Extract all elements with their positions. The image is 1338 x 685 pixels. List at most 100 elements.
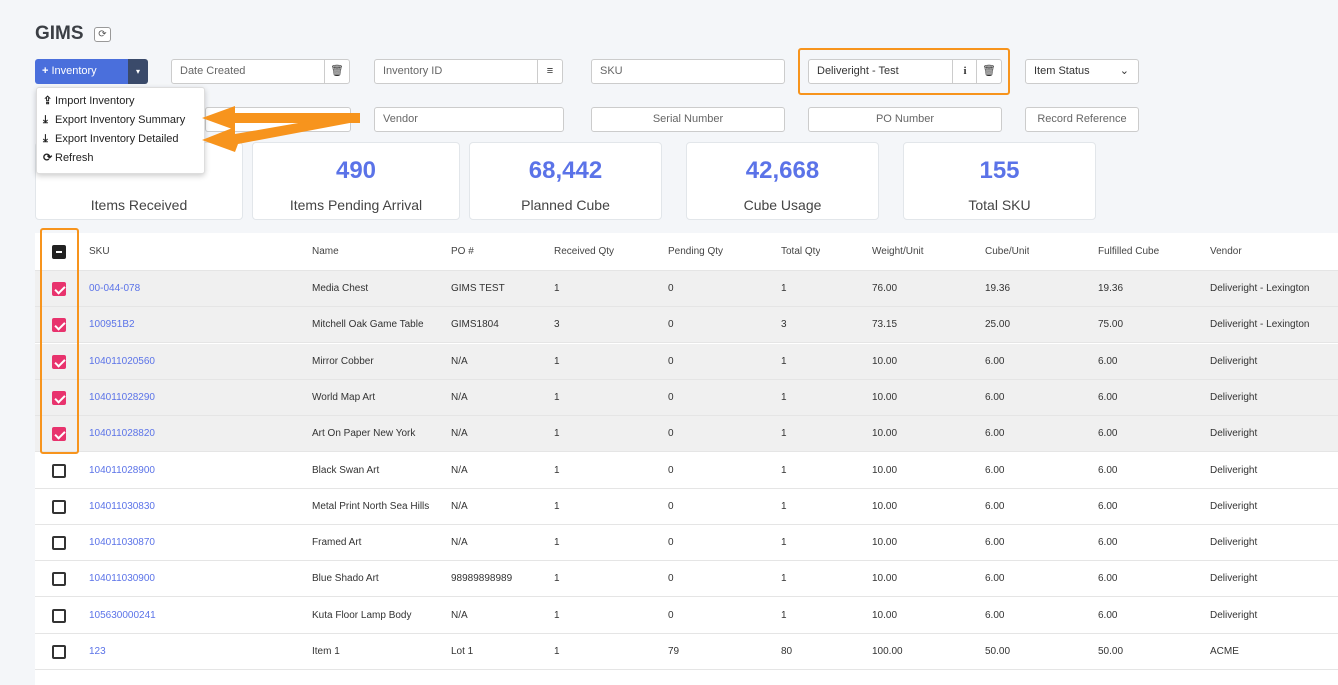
table-cell: 98989898989 <box>451 573 513 585</box>
inventory-table: SKU Name PO # Received Qty Pending Qty T… <box>35 233 1338 685</box>
table-cell: Framed Art <box>312 537 362 549</box>
table-cell: 10.00 <box>872 537 898 549</box>
table-row[interactable]: 104011030830 Metal Print North Sea Hills N… <box>35 489 1338 525</box>
table-row[interactable]: 00-044-078 Media Chest GIMS TEST 1 0 1 76.00 19… <box>35 271 1338 307</box>
row-checkbox[interactable] <box>52 354 66 369</box>
table-cell: 0 <box>668 319 674 331</box>
table-row[interactable]: 104011020560 Mirror Cobber N/A 1 0 1 10.00 6.00… <box>35 343 1338 380</box>
serial-number-input[interactable]: Serial Number <box>591 107 785 132</box>
table-row[interactable]: 123 Item 1 Lot 1 1 79 80 100.00 50.00 50.00 ACME <box>35 634 1338 670</box>
inventory-dropdown-toggle[interactable]: ▾ <box>128 59 148 84</box>
table-cell: 0 <box>668 573 674 585</box>
sku-link[interactable]: 104011028820 <box>89 428 155 440</box>
row-checkbox[interactable] <box>52 390 66 405</box>
sku-input[interactable]: SKU <box>591 59 785 84</box>
row-checkbox[interactable] <box>52 427 66 442</box>
column-header[interactable]: Total Qty <box>781 246 821 257</box>
record-reference-input[interactable]: Record Reference <box>1025 107 1139 132</box>
row-checkbox[interactable] <box>52 572 66 587</box>
sku-link[interactable]: 104011030900 <box>89 573 155 585</box>
item-status-select[interactable]: Item Status ⌄ <box>1025 59 1139 84</box>
trash-icon[interactable]: 🗑 <box>324 59 350 84</box>
client-input[interactable]: Deliveright - Test <box>808 59 953 84</box>
trash-icon[interactable]: 🗑 <box>976 59 1002 84</box>
table-cell: Deliveright - Lexington <box>1210 319 1310 331</box>
column-header[interactable]: Weight/Unit <box>872 246 924 257</box>
date-created-input[interactable]: Date Created <box>171 59 325 84</box>
table-cell: 73.15 <box>872 319 898 331</box>
row-checkbox[interactable] <box>52 608 66 623</box>
row-checkbox[interactable] <box>52 282 66 296</box>
table-row[interactable]: 100951B2 Mitchell Oak Game Table GIMS1804 3… <box>35 307 1338 344</box>
sku-link[interactable]: 104011020560 <box>89 355 155 367</box>
stat-value: 490 <box>335 157 377 184</box>
table-cell: 0 <box>668 500 674 512</box>
table-row[interactable]: 104011028820 Art On Paper New York N/A 1 0 1 1… <box>35 416 1338 453</box>
list-icon[interactable]: ≡ <box>537 59 563 84</box>
column-header[interactable]: PO # <box>451 246 474 257</box>
inventory-id-input[interactable]: Inventory ID <box>374 59 538 84</box>
sku-link[interactable]: 104011030870 <box>89 537 155 549</box>
table-cell: Metal Print North Sea Hills <box>312 500 430 512</box>
info-icon[interactable]: i <box>952 59 978 84</box>
table-cell: 6.00 <box>1098 391 1118 403</box>
table-cell: Item 1 <box>312 646 340 657</box>
row-checkbox[interactable] <box>52 499 66 514</box>
column-header[interactable]: Cube/Unit <box>985 246 1030 257</box>
table-row[interactable]: 104011030870 Framed Art N/A 1 0 1 10.00 6.00 6.0… <box>35 525 1338 562</box>
row-checkbox[interactable] <box>52 463 66 478</box>
column-header[interactable]: Received Qty <box>554 246 615 257</box>
sku-link[interactable]: 105630000241 <box>89 609 156 621</box>
column-header[interactable]: Name <box>312 246 339 257</box>
column-header[interactable]: Fulfilled Cube <box>1098 246 1160 257</box>
vendor-input[interactable]: Vendor <box>374 107 564 132</box>
table-cell: GIMS1804 <box>451 319 499 331</box>
stat-items-pending: 490 Items Pending Arrival <box>252 142 460 220</box>
select-all-checkbox[interactable] <box>52 245 66 259</box>
table-cell: Media Chest <box>312 283 369 294</box>
table-cell: Lot 1 <box>451 646 474 657</box>
po-number-input[interactable]: PO Number <box>808 107 1002 132</box>
menu-item-import[interactable]: ⇪ Import Inventory <box>37 92 204 111</box>
table-row[interactable]: 104011028290 World Map Art N/A 1 0 1 10.00 6.00… <box>35 379 1338 416</box>
row-checkbox[interactable] <box>52 318 66 333</box>
row-checkbox[interactable] <box>52 536 66 551</box>
table-cell: N/A <box>451 355 468 367</box>
table-row[interactable]: 104011030900 Blue Shado Art 98989898989 1 0 1… <box>35 561 1338 598</box>
sku-link[interactable]: 00-044-078 <box>89 283 141 294</box>
menu-item-refresh[interactable]: ⟳ Refresh <box>37 149 204 168</box>
sku-link[interactable]: 100951B2 <box>89 319 135 331</box>
table-cell: Deliveright <box>1210 464 1258 476</box>
table-cell: 1 <box>781 391 787 403</box>
row-checkbox[interactable] <box>52 645 66 659</box>
column-header[interactable]: Vendor <box>1210 246 1242 257</box>
table-cell: 1 <box>554 355 560 367</box>
sku-link[interactable]: 104011028900 <box>89 464 155 476</box>
stat-value: 155 <box>979 157 1020 184</box>
table-cell: 19.36 <box>1098 283 1124 294</box>
table-cell: Blue Shado Art <box>312 573 379 585</box>
table-cell: Deliveright <box>1210 428 1258 440</box>
table-cell: 1 <box>781 428 787 440</box>
sku-link[interactable]: 104011030830 <box>89 500 155 512</box>
column-header[interactable]: Pending Qty <box>668 246 724 257</box>
menu-item-export-summary[interactable]: ⤓ Export Inventory Summary <box>37 111 204 130</box>
sku-link[interactable]: 123 <box>89 646 106 657</box>
table-row[interactable]: 105630000241 Kuta Floor Lamp Body N/A 1 0 1 10… <box>35 598 1338 634</box>
table-cell: Deliveright <box>1210 355 1258 367</box>
table-cell: 6.00 <box>1098 537 1118 549</box>
table-cell: 10.00 <box>872 609 898 621</box>
stat-planned-cube: 68,442 Planned Cube <box>469 142 662 220</box>
page-title: GIMS <box>35 23 84 44</box>
menu-item-export-detailed[interactable]: ⤓ Export Inventory Detailed <box>37 130 204 149</box>
sku-link[interactable]: 104011028290 <box>89 391 155 403</box>
arrow-icon <box>202 114 355 152</box>
column-header[interactable]: SKU <box>89 246 110 257</box>
table-cell: 1 <box>781 537 787 549</box>
table-cell: 6.00 <box>985 609 1005 621</box>
inventory-button[interactable]: + Inventory <box>35 59 128 84</box>
table-row[interactable]: 104011028900 Black Swan Art N/A 1 0 1 10.00 6.0… <box>35 453 1338 489</box>
refresh-icon[interactable]: ⟳ <box>94 27 111 42</box>
table-cell: Art On Paper New York <box>312 428 416 440</box>
menu-item-label: Export Inventory Detailed <box>55 133 179 145</box>
